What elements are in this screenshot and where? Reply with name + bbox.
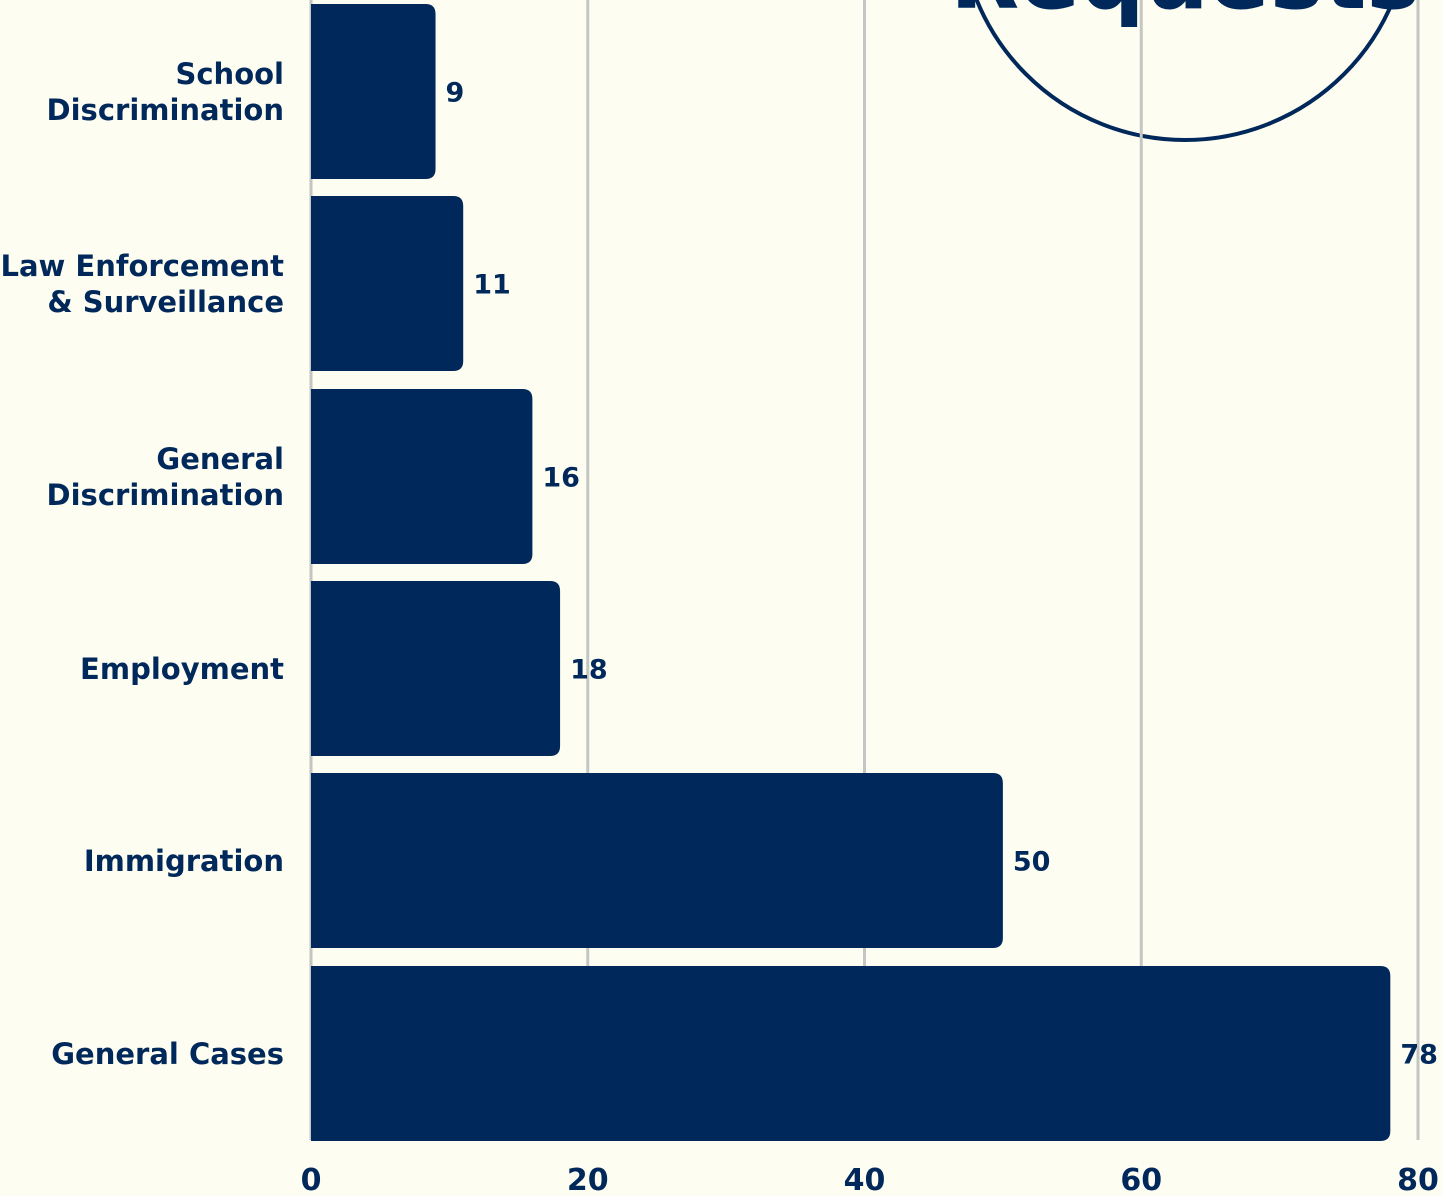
category-label-line: General Cases — [51, 1036, 284, 1071]
category-label: General Discrimination — [0, 441, 284, 513]
category-label: Law Enforcement & Surveillance — [0, 248, 285, 320]
x-tick-label: 20 — [567, 1163, 609, 1196]
category-label-line: Immigration — [83, 843, 284, 878]
bar — [311, 966, 1391, 1141]
category-label-line: Law Enforcement — [0, 248, 285, 283]
category-label-line: General — [156, 441, 284, 476]
x-tick-label: 40 — [844, 1163, 886, 1196]
category-label-line: Discrimination — [46, 477, 284, 512]
badge-circle — [974, 0, 1396, 142]
x-tick-label: 60 — [1120, 1163, 1162, 1196]
x-tick-label: 80 — [1397, 1163, 1439, 1196]
data-label: 16 — [542, 463, 580, 494]
x-tick-label: 0 — [301, 1163, 322, 1196]
bar — [311, 581, 561, 756]
category-label-line: Discrimination — [46, 92, 284, 127]
bar — [311, 389, 533, 564]
bar — [311, 773, 1003, 948]
badge-text: Requests — [950, 0, 1420, 30]
data-label: 18 — [570, 655, 608, 686]
data-label: 9 — [446, 78, 465, 109]
bar — [311, 196, 464, 371]
data-label: 50 — [1013, 847, 1051, 878]
category-label-line: & Surveillance — [47, 284, 284, 319]
data-label: 11 — [473, 270, 511, 301]
data-label: 78 — [1400, 1040, 1438, 1071]
category-label: Immigration — [0, 843, 284, 879]
category-label: School Discrimination — [0, 56, 284, 128]
category-label-line: School — [175, 56, 284, 91]
category-label: Employment — [0, 651, 284, 687]
bar — [311, 4, 436, 179]
category-label-line: Employment — [80, 651, 284, 686]
category-label: General Cases — [0, 1036, 284, 1072]
